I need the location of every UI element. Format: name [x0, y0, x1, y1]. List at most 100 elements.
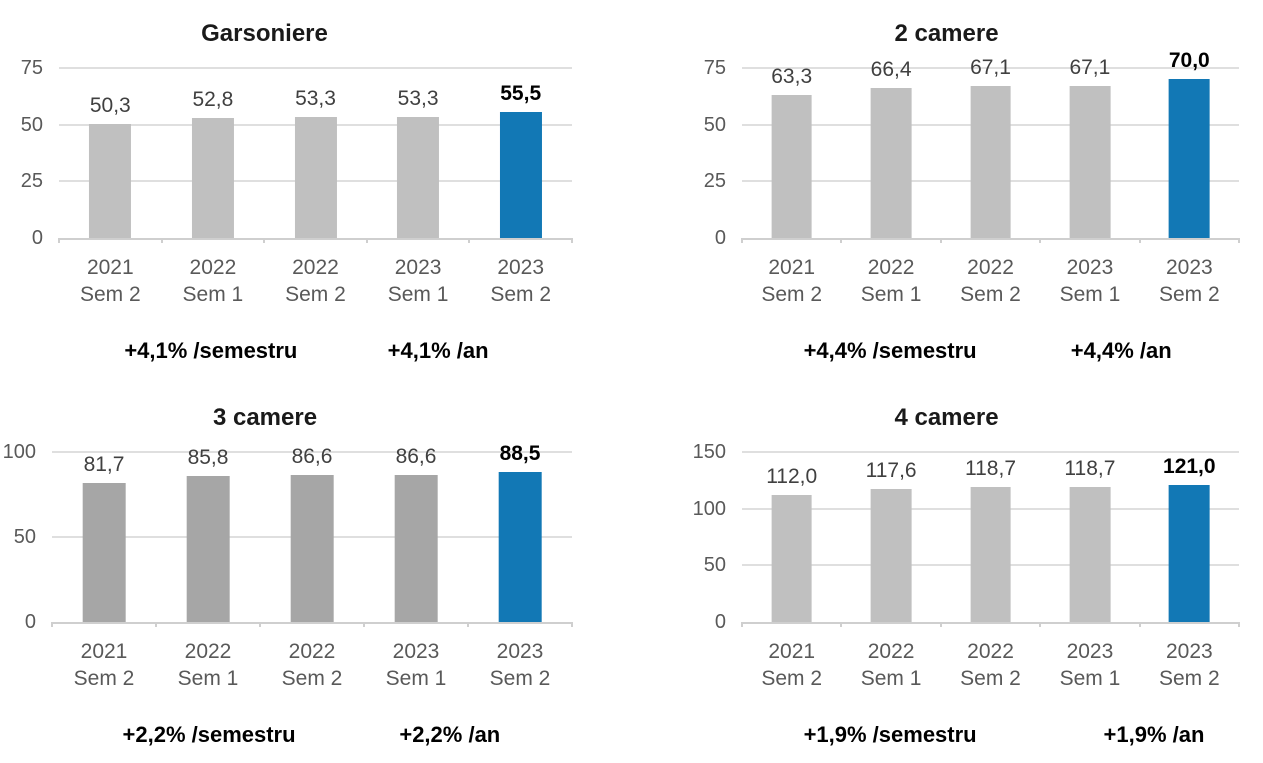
y-tick-label: 75 [703, 57, 726, 79]
value-label: 53,3 [397, 87, 439, 111]
y-tick-label: 50 [13, 526, 36, 548]
value-label: 52,8 [192, 88, 234, 112]
bar-highlighted [1168, 79, 1210, 238]
growth-annotation: +4,1% /an [387, 338, 489, 363]
x-axis-labels: 2021 Sem 2 2022 Sem 1 2022 Sem 2 2023 Sem 1… [742, 254, 1239, 308]
x-axis-tick [1039, 622, 1042, 627]
x-axis-tick [58, 238, 60, 243]
value-label: 85,8 [187, 446, 229, 470]
bar [1069, 85, 1111, 238]
x-axis-tick [1238, 238, 1240, 243]
bar [970, 85, 1011, 238]
x-axis-tick [363, 622, 365, 627]
growth-annotation: +4,4% /an [1070, 338, 1172, 363]
bar [870, 488, 912, 622]
x-category-label: 2022 Sem 2 [281, 640, 343, 690]
y-tick-label: 50 [703, 113, 726, 136]
value-label: 112,0 [766, 465, 818, 489]
annotation-row: +4,1% /semestru +4,1% /an [59, 338, 572, 366]
y-tick-label: 75 [20, 57, 43, 79]
value-label: 66,4 [870, 57, 912, 81]
annotation-row: +2,2% /semestru +2,2% /an [52, 722, 572, 750]
bar [771, 495, 813, 622]
y-tick-label: 50 [703, 554, 726, 577]
chart-panel-4-camere: 4 camere 112,0 117,6 118,7 118,7 121,0 2021 … [631, 392, 1262, 763]
y-tick-label: 100 [2, 441, 36, 463]
bar [186, 476, 230, 622]
value-label: 86,6 [291, 444, 333, 468]
gridline [742, 451, 1239, 453]
bar-highlighted [498, 471, 542, 622]
bar [290, 474, 334, 622]
x-category-label: 2023 Sem 1 [1059, 640, 1121, 690]
bar [771, 94, 813, 238]
y-tick-label: 0 [24, 611, 36, 633]
bar [1069, 487, 1111, 622]
bar [82, 483, 126, 622]
chart-title: 4 camere [894, 404, 999, 431]
growth-annotation: +2,2% /semestru [122, 722, 296, 747]
x-category-label: 2021 Sem 2 [73, 640, 135, 690]
growth-annotation: +2,2% /an [399, 722, 501, 747]
x-axis-labels: 2021 Sem 2 2022 Sem 1 2022 Sem 2 2023 Sem 1… [59, 254, 572, 308]
x-axis-tick [51, 622, 53, 627]
y-tick-label: 25 [703, 170, 726, 193]
plot-area: 81,7 85,8 86,6 86,6 88,5 [51, 442, 573, 627]
y-tick-label: 150 [692, 441, 726, 463]
plot-area: 112,0 117,6 118,7 118,7 121,0 [741, 451, 1240, 627]
value-label: 117,6 [865, 458, 917, 482]
x-axis-labels: 2021 Sem 2 2022 Sem 1 2022 Sem 2 2023 Sem 1… [52, 638, 572, 692]
growth-annotation: +1,9% /an [1103, 722, 1205, 747]
gridline [52, 451, 572, 453]
x-category-label: 2022 Sem 2 [285, 256, 346, 306]
x-category-label: 2022 Sem 1 [182, 256, 244, 306]
value-label: 55,5 [500, 82, 542, 106]
growth-annotation: +4,1% /semestru [124, 338, 298, 363]
chart-panel-3-camere: 3 camere 81,7 85,8 86,6 86,6 88,5 2021 Sem 2… [0, 392, 631, 763]
value-label: 86,6 [395, 444, 437, 468]
x-category-label: 2022 Sem 1 [860, 640, 922, 690]
value-label: 118,7 [965, 457, 1016, 481]
bar [870, 87, 912, 238]
value-label: 53,3 [295, 87, 336, 111]
x-category-label: 2022 Sem 1 [860, 256, 922, 306]
value-label: 118,7 [1064, 457, 1116, 481]
value-label: 70,0 [1168, 49, 1210, 73]
y-tick-label: 0 [714, 611, 726, 633]
growth-annotation: +4,4% /semestru [803, 338, 977, 363]
chart-title: 2 camere [894, 20, 999, 47]
gridline [59, 67, 572, 69]
x-axis-tick [840, 622, 843, 627]
chart-title: Garsoniere [201, 20, 328, 47]
x-axis-tick [1138, 238, 1141, 243]
x-axis-tick [1238, 622, 1240, 627]
value-label: 88,5 [499, 441, 541, 465]
y-tick-label: 50 [20, 113, 43, 136]
x-category-label: 2023 Sem 2 [1158, 640, 1220, 690]
x-axis-tick [160, 238, 163, 243]
growth-annotation: +1,9% /semestru [803, 722, 977, 747]
x-category-label: 2021 Sem 2 [761, 640, 823, 690]
x-category-label: 2021 Sem 2 [79, 256, 141, 306]
chart-title: 3 camere [212, 404, 318, 431]
y-tick-label: 0 [714, 227, 726, 249]
x-category-label: 2022 Sem 1 [177, 640, 239, 690]
bar [89, 124, 132, 238]
gridline [742, 67, 1239, 69]
x-axis-tick [365, 238, 368, 243]
x-axis-tick [571, 238, 573, 243]
value-label: 121,0 [1163, 454, 1216, 478]
x-axis-tick [741, 238, 743, 243]
annotation-row: +1,9% /semestru +1,9% /an [742, 722, 1239, 750]
chart-panel-garsoniere: Garsoniere 50,3 52,8 53,3 53,3 55,5 2021 Sem… [0, 8, 631, 379]
y-tick-label: 100 [692, 497, 726, 520]
value-label: 50,3 [89, 94, 131, 117]
x-axis-labels: 2021 Sem 2 2022 Sem 1 2022 Sem 2 2023 Sem 1… [742, 638, 1239, 692]
y-tick-label: 0 [31, 227, 43, 249]
chart-panel-2-camere: 2 camere 63,3 66,4 67,1 67,1 70,0 2021 Sem 2… [631, 8, 1262, 379]
x-category-label: 2023 Sem 2 [490, 256, 552, 306]
x-category-label: 2022 Sem 2 [960, 256, 1021, 306]
value-label: 67,1 [970, 55, 1011, 79]
plot-area: 63,3 66,4 67,1 67,1 70,0 [741, 49, 1240, 243]
bar [394, 474, 438, 622]
